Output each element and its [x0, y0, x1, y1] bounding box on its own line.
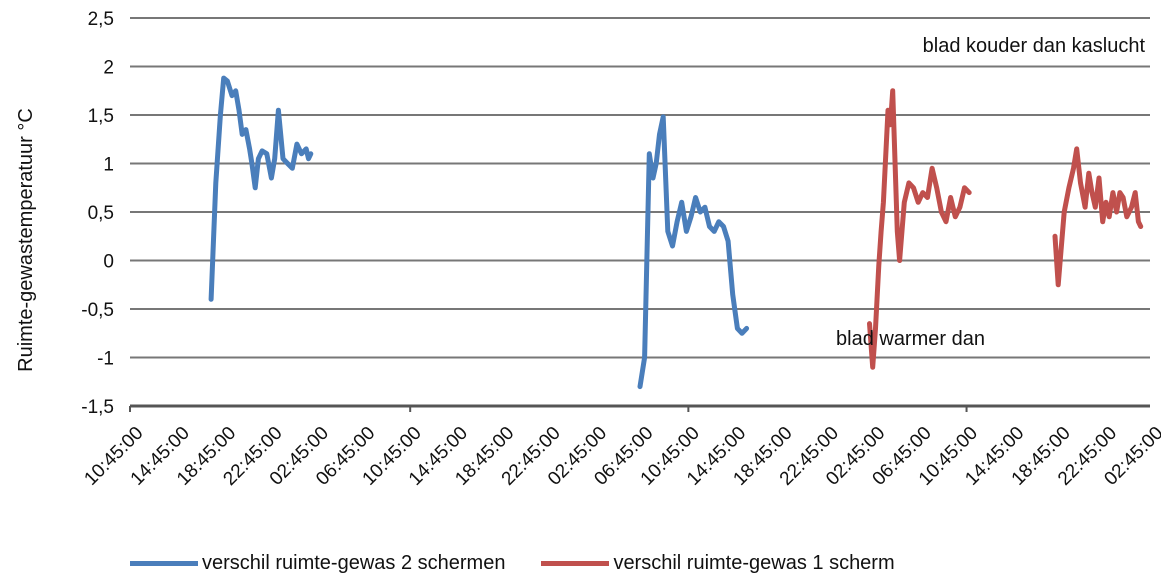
legend-label-2-schermen: verschil ruimte-gewas 2 schermen	[202, 551, 506, 574]
annotation-warm: blad warmer dan	[836, 328, 985, 350]
series-1-segment-0	[867, 88, 972, 370]
series-lines	[208, 75, 1144, 390]
y-axis-ticks: 2,5 2 1,5 1 0,5 0 -0,5 -1 -1,5	[81, 9, 114, 418]
x-axis-ticks: 10:45:0014:45:0018:45:0022:45:0002:45:00…	[80, 423, 1161, 490]
y-tick-label: 0,5	[88, 203, 114, 224]
y-tick-label: 2,5	[88, 9, 114, 30]
y-tick-label: 0	[103, 252, 114, 273]
gridlines	[129, 17, 1150, 412]
legend-item-2-schermen: verschil ruimte-gewas 2 schermen	[130, 552, 505, 575]
y-tick-label: -1,5	[81, 397, 114, 418]
legend-swatch-red	[541, 560, 610, 566]
series-1-segment-1	[1052, 146, 1144, 288]
line-chart: 2,5 2 1,5 1 0,5 0 -0,5 -1 -1,5 10:45:0014:45:001…	[15, 9, 1161, 490]
y-tick-label: 1	[103, 155, 114, 176]
legend-swatch-blue	[130, 560, 198, 566]
series-0-segment-0	[208, 75, 314, 302]
legend-item-1-scherm: verschil ruimte-gewas 1 scherm	[541, 551, 895, 575]
y-tick-label: 2	[103, 58, 114, 79]
series-0-segment-1	[637, 114, 750, 390]
y-tick-label: -1	[97, 349, 114, 370]
annotation-cold: blad kouder dan kaslucht	[923, 35, 1146, 57]
legend-label-1-scherm: verschil ruimte-gewas 1 scherm	[613, 551, 895, 574]
y-tick-label: 1,5	[88, 106, 114, 127]
legend: verschil ruimte-gewas 2 schermen verschi…	[130, 548, 931, 578]
y-axis-label: Ruimte-gewastemperatuur °C	[15, 108, 37, 372]
y-tick-label: -0,5	[81, 300, 114, 321]
